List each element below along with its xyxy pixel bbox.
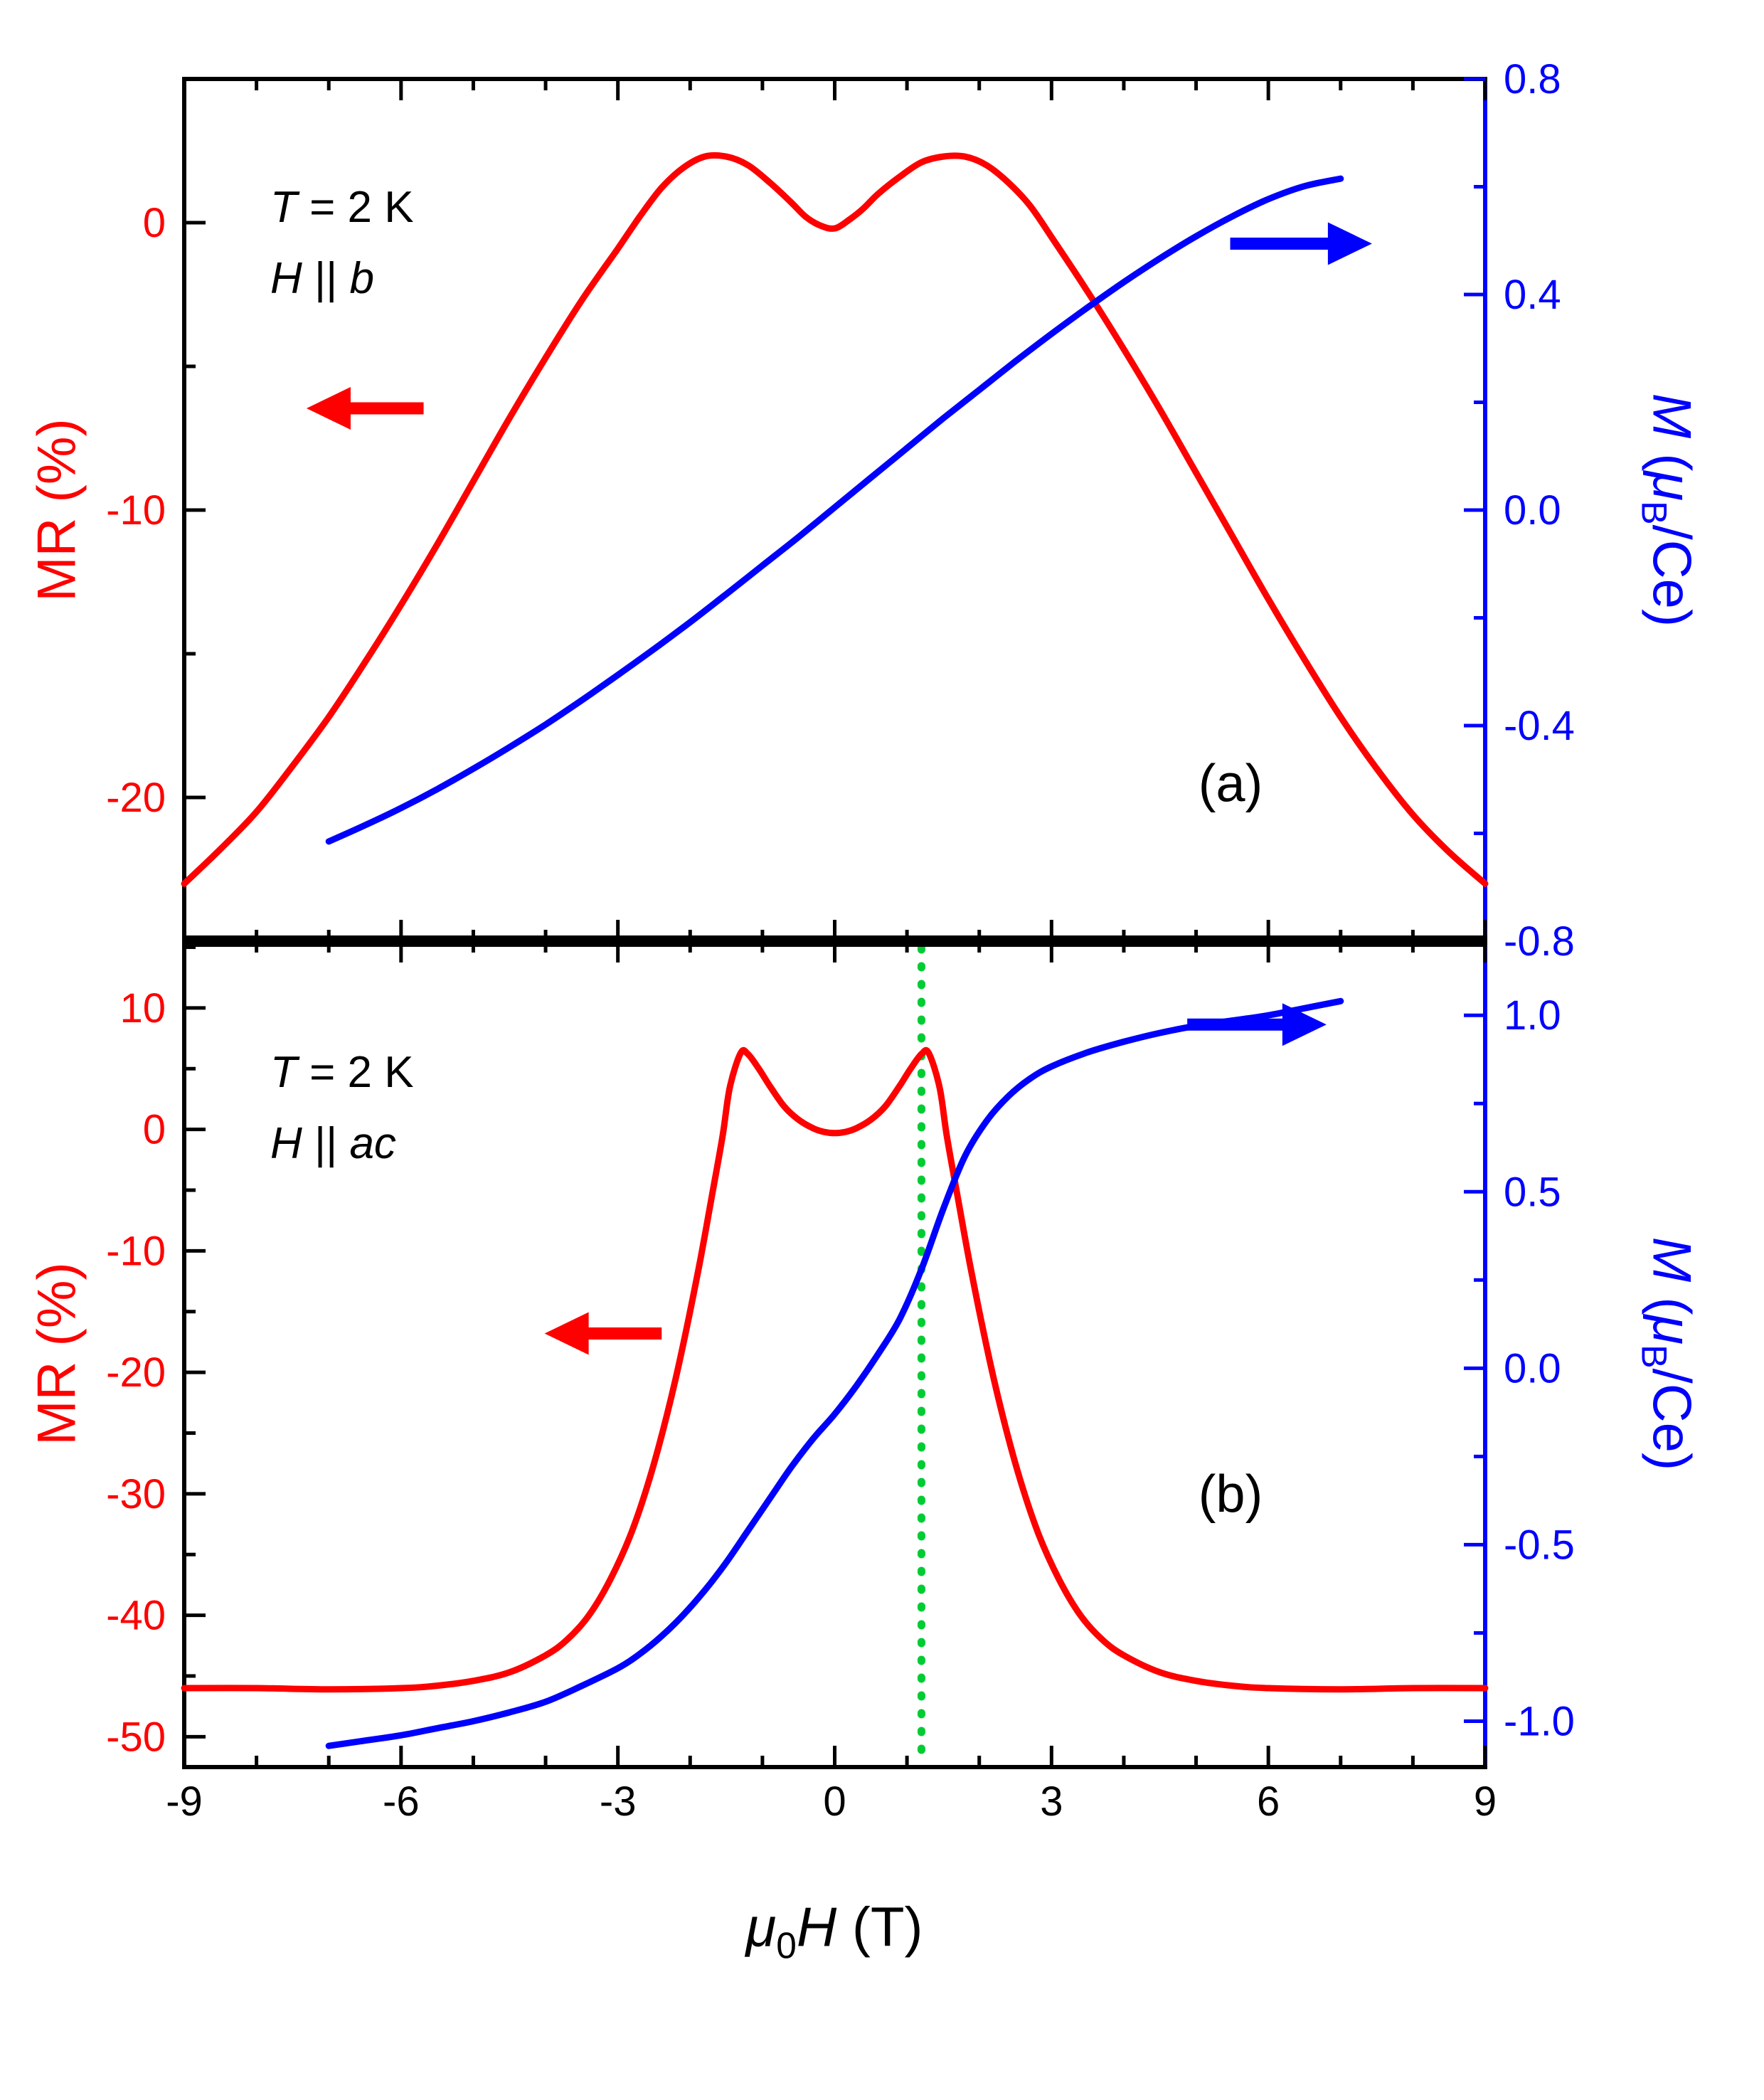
m-arrow-head xyxy=(1282,1003,1327,1046)
m-arrow-head xyxy=(1327,222,1372,265)
magnetization-symbol: M xyxy=(1641,393,1702,439)
right-tick-label: -0.4 xyxy=(1504,703,1575,749)
m-curve xyxy=(325,175,1344,845)
annotation-field-direction: H || ac xyxy=(270,1108,414,1179)
x-tick-label: -3 xyxy=(600,1778,637,1825)
right-tick-label: 0.4 xyxy=(1504,272,1561,318)
axis-direction: ac xyxy=(349,1119,396,1169)
right-tick-label: 0.5 xyxy=(1504,1169,1561,1215)
parallel-symbol: || xyxy=(302,254,350,304)
right-axis-title-a: M (μB/Ce) xyxy=(1634,393,1702,627)
right-tick-label: -1.0 xyxy=(1504,1699,1575,1745)
left-tick-label: -10 xyxy=(106,1228,166,1274)
left-tick-label: -10 xyxy=(106,487,166,534)
axis-direction: b xyxy=(349,254,374,304)
panel-a-label: (a) xyxy=(1198,753,1263,813)
x-tick-label: 3 xyxy=(1040,1778,1063,1825)
left-axis-title-b: MR (%) xyxy=(26,1262,87,1446)
x-tick-label: 9 xyxy=(1474,1778,1497,1825)
right-tick-label: 0.8 xyxy=(1504,56,1561,102)
temperature-symbol: T xyxy=(270,183,297,232)
temperature-symbol: T xyxy=(270,1048,297,1097)
right-tick-label: 1.0 xyxy=(1504,992,1561,1039)
mr-curve xyxy=(181,1046,1489,1693)
mr-curve xyxy=(181,152,1489,887)
x-tick-label: 6 xyxy=(1257,1778,1280,1825)
bohr-subscript: B xyxy=(1634,1345,1674,1369)
m-curve xyxy=(325,997,1344,1749)
panel-b-annotation: T = 2 K H || ac xyxy=(270,1037,414,1180)
mr-arrow-head xyxy=(306,386,351,430)
annotation-temperature: T = 2 K xyxy=(270,172,414,243)
left-tick-label: 0 xyxy=(143,200,166,246)
x-tick-label: -9 xyxy=(166,1778,203,1825)
magnetization-symbol: M xyxy=(1641,1236,1702,1283)
mu-symbol: μ xyxy=(1641,471,1702,502)
annotation-temperature: T = 2 K xyxy=(270,1037,414,1108)
field-symbol: H xyxy=(270,1119,302,1169)
left-tick-label: -20 xyxy=(106,775,166,821)
parallel-symbol: || xyxy=(302,1119,350,1169)
temperature-value: = 2 K xyxy=(297,1048,414,1097)
annotation-field-direction: H || b xyxy=(270,243,414,314)
panel-b-label: (b) xyxy=(1198,1464,1263,1524)
left-tick-label: 10 xyxy=(119,985,166,1032)
left-tick-label: 0 xyxy=(143,1107,166,1153)
mr-arrow-head xyxy=(544,1312,589,1355)
right-tick-label: -0.5 xyxy=(1504,1522,1575,1568)
temperature-value: = 2 K xyxy=(297,183,414,232)
bohr-subscript: B xyxy=(1634,501,1674,525)
mu-symbol: μ xyxy=(745,1895,777,1958)
x-axis-title: μ0H (T) xyxy=(745,1895,923,1966)
left-tick-label: -20 xyxy=(106,1349,166,1396)
field-symbol: H xyxy=(270,254,302,304)
x-tick-label: 0 xyxy=(823,1778,846,1825)
left-tick-label: -40 xyxy=(106,1593,166,1639)
zero-subscript: 0 xyxy=(776,1924,797,1966)
left-axis-title-a: MR (%) xyxy=(26,418,87,602)
right-tick-label: 0.0 xyxy=(1504,1345,1561,1391)
right-tick-label: -0.8 xyxy=(1504,918,1575,965)
left-tick-label: -30 xyxy=(106,1471,166,1517)
panel-a-annotation: T = 2 K H || b xyxy=(270,172,414,315)
x-tick-label: -6 xyxy=(383,1778,420,1825)
field-symbol: H xyxy=(796,1895,837,1958)
right-axis-title-b: M (μB/Ce) xyxy=(1634,1236,1702,1471)
mu-symbol: μ xyxy=(1641,1315,1702,1345)
right-tick-label: 0.0 xyxy=(1504,487,1561,534)
left-tick-label: -50 xyxy=(106,1714,166,1760)
